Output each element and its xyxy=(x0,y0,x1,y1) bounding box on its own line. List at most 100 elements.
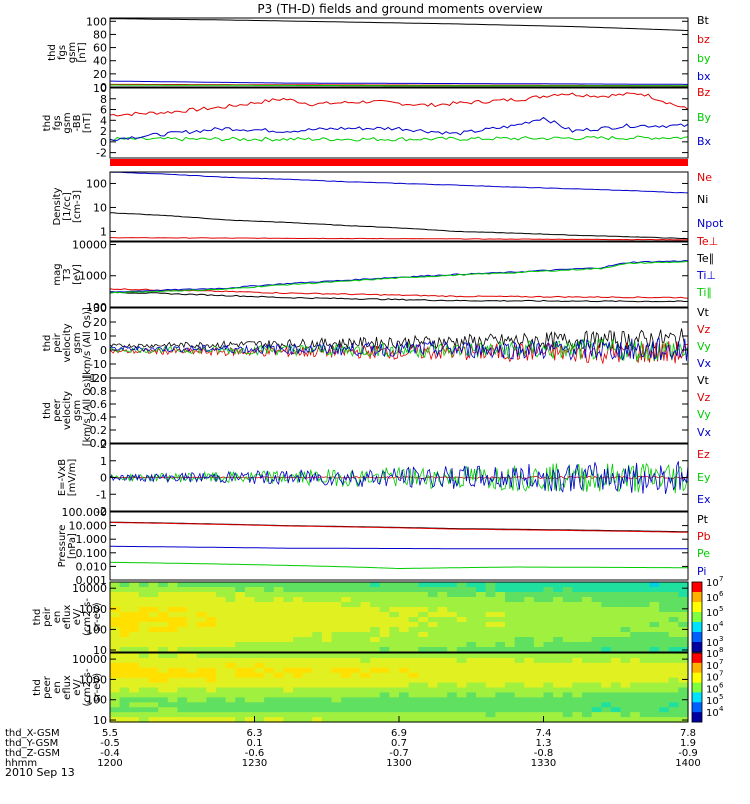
heatmap-cell xyxy=(620,602,631,608)
heatmap-cell xyxy=(476,653,487,659)
heatmap-cell xyxy=(678,692,689,698)
heatmap-cell xyxy=(630,642,641,648)
heatmap-cell xyxy=(659,642,670,648)
heatmap-cell xyxy=(543,717,554,723)
heatmap-cell xyxy=(418,717,429,723)
heatmap-cell xyxy=(158,607,169,613)
heatmap-cell xyxy=(283,692,294,698)
y-axis-label: fgs xyxy=(57,45,68,60)
heatmap-cell xyxy=(293,697,304,703)
heatmap-cell xyxy=(360,712,371,718)
series-line-pressure-1 xyxy=(110,522,688,533)
heatmap-cell xyxy=(331,632,342,638)
heatmap-cell xyxy=(331,717,342,723)
heatmap-cell xyxy=(350,672,362,679)
heatmap-cell xyxy=(610,712,622,718)
heatmap-cell xyxy=(283,687,294,694)
heatmap-cell xyxy=(504,627,516,633)
heatmap-cell xyxy=(370,642,381,648)
heatmap-cell xyxy=(620,657,631,664)
heatmap-cell xyxy=(283,647,294,653)
heatmap-cell xyxy=(273,642,284,648)
heatmap-cell xyxy=(119,692,130,698)
heatmap-cell xyxy=(630,712,641,718)
heatmap-cell xyxy=(533,602,545,608)
heatmap-cell xyxy=(225,687,236,694)
heatmap-cell xyxy=(110,653,121,659)
heatmap-cell xyxy=(601,597,612,603)
heatmap-cell xyxy=(437,592,448,598)
heatmap-cell xyxy=(485,622,496,628)
heatmap-cell xyxy=(264,602,275,608)
y-axis-label: velocity xyxy=(62,391,73,430)
colorbar-tick-label: 10 xyxy=(706,696,719,707)
heatmap-cell xyxy=(235,597,246,603)
heatmap-cell xyxy=(659,592,670,598)
heatmap-cell xyxy=(370,602,381,608)
heatmap-cell xyxy=(206,692,217,698)
heatmap-cell xyxy=(254,697,265,703)
heatmap-cell xyxy=(283,662,294,669)
heatmap-cell xyxy=(466,717,477,723)
heatmap-cell xyxy=(225,702,236,708)
heatmap-cell xyxy=(273,682,284,689)
heatmap-cell xyxy=(610,632,622,638)
heatmap-cell xyxy=(177,662,188,669)
heatmap-cell xyxy=(158,597,169,603)
heatmap-cell xyxy=(389,617,400,623)
heatmap-cell xyxy=(572,642,583,648)
heatmap-cell xyxy=(321,607,333,613)
heatmap-cell xyxy=(543,592,554,598)
heatmap-cell xyxy=(610,582,622,588)
heatmap-cell xyxy=(639,597,651,603)
heatmap-cell xyxy=(678,702,689,708)
heatmap-cell xyxy=(456,622,468,628)
heatmap-cell xyxy=(273,637,284,643)
heatmap-cell xyxy=(302,653,313,659)
heatmap-cell xyxy=(264,642,275,648)
heatmap-cell xyxy=(177,697,188,703)
heatmap-cell xyxy=(389,637,400,643)
heatmap-cell xyxy=(678,622,689,628)
legend-entry: Te∥ xyxy=(696,252,714,265)
heatmap-cell xyxy=(553,632,564,638)
heatmap-cell xyxy=(138,607,150,613)
heatmap-cell xyxy=(148,692,159,698)
heatmap-cell xyxy=(524,717,535,723)
y-axis-label: E=-VxB xyxy=(57,459,68,496)
heatmap-cell xyxy=(524,582,535,588)
heatmap-cell xyxy=(408,582,419,588)
series-line-density-1 xyxy=(110,212,689,240)
heatmap-cell xyxy=(639,627,651,633)
heatmap-cell xyxy=(427,612,439,618)
heatmap-cell xyxy=(167,657,179,664)
heatmap-cell xyxy=(466,662,477,669)
heatmap-cell xyxy=(553,653,564,659)
heatmap-cell xyxy=(476,682,487,689)
heatmap-cell xyxy=(350,612,362,618)
heatmap-cell xyxy=(591,597,602,603)
y-axis-label: sr-eV) xyxy=(92,602,103,631)
heatmap-cell xyxy=(138,682,150,689)
heatmap-cell xyxy=(649,687,660,694)
heatmap-cell xyxy=(158,687,169,694)
heatmap-cell xyxy=(379,697,390,703)
heatmap-cell xyxy=(649,697,660,703)
heatmap-cell xyxy=(485,653,496,659)
heatmap-cell xyxy=(206,632,217,638)
heatmap-cell xyxy=(235,707,246,713)
legend-entry: Vx xyxy=(697,357,712,370)
heatmap-cell xyxy=(678,653,689,659)
heatmap-cell xyxy=(283,607,294,613)
heatmap-cell xyxy=(187,602,198,608)
heatmap-cell xyxy=(196,587,207,593)
heatmap-cell xyxy=(312,677,323,684)
legend-entry: Ti⊥ xyxy=(696,269,716,282)
heatmap-cell xyxy=(341,592,352,598)
heatmap-cell xyxy=(639,697,651,703)
heatmap-cell xyxy=(591,682,602,689)
heatmap-cell xyxy=(572,637,583,643)
heatmap-cell xyxy=(350,597,362,603)
